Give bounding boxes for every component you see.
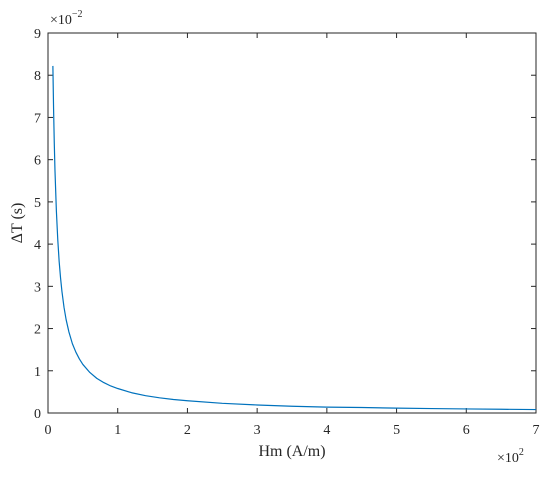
series-group xyxy=(52,65,537,411)
y-tick-label: 0 xyxy=(34,407,41,422)
y-tick-label: 2 xyxy=(34,323,41,338)
y-tick-label: 6 xyxy=(34,154,41,169)
x-axis-ticks: 0 1 2 3 4 5 6 7 xyxy=(45,33,540,438)
y-axis-ticks: 0 1 2 3 4 5 6 7 8 9 xyxy=(34,27,536,422)
y-tick-label: 9 xyxy=(34,27,41,42)
x-tick-label: 7 xyxy=(533,423,540,438)
x-tick-label: 4 xyxy=(323,423,330,438)
plot-area xyxy=(47,32,537,414)
y-tick-label: 3 xyxy=(34,280,41,295)
y-tick-label: 8 xyxy=(34,69,41,84)
y-axis-label: ΔT (s) xyxy=(9,203,26,244)
x-tick-label: 3 xyxy=(254,423,261,438)
y-tick-label: 7 xyxy=(34,111,41,126)
x-tick-label: 0 xyxy=(45,423,52,438)
x-tick-label: 5 xyxy=(393,423,400,438)
x-tick-label: 2 xyxy=(184,423,191,438)
x-multiplier-label: ×102 xyxy=(497,447,524,466)
x-tick-label: 1 xyxy=(114,423,121,438)
x-axis-label: Hm (A/m) xyxy=(258,443,325,460)
series-line xyxy=(52,65,537,411)
y-tick-label: 4 xyxy=(34,238,41,253)
y-multiplier-label: ×10−2 xyxy=(50,9,83,28)
y-tick-label: 1 xyxy=(34,365,41,380)
y-tick-label: 5 xyxy=(34,196,41,211)
x-tick-label: 6 xyxy=(463,423,470,438)
